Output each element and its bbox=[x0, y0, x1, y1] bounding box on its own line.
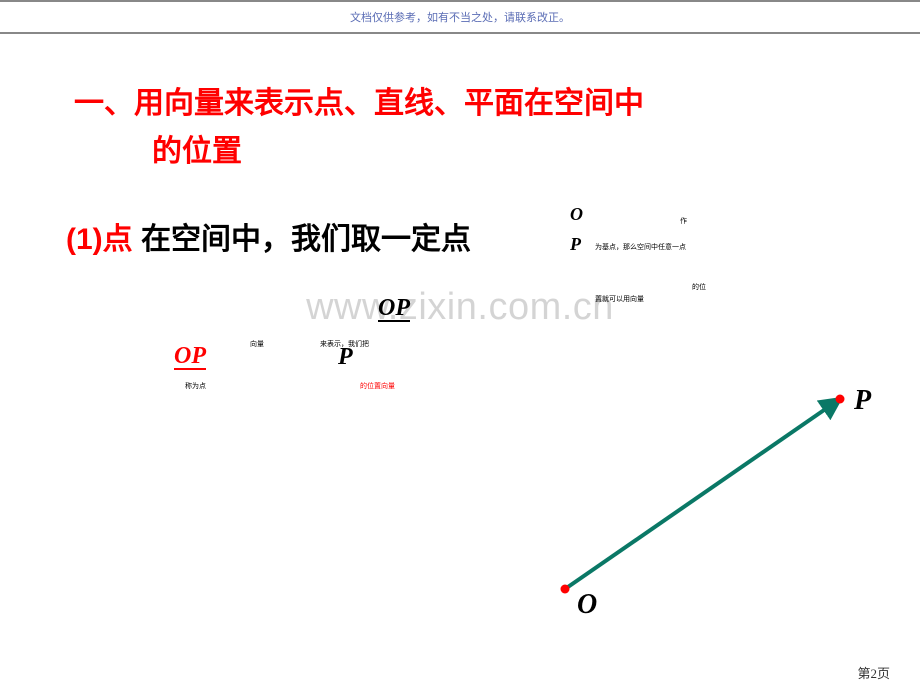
svg-text:P: P bbox=[853, 385, 872, 416]
frag-6: 向量 bbox=[250, 339, 264, 349]
frag-8: 的位置向量 bbox=[360, 381, 395, 391]
vector-diagram: OP bbox=[460, 364, 880, 614]
point-text: 在空间中，我们取一定点 bbox=[133, 223, 471, 256]
point-label: (1)点 bbox=[66, 223, 133, 256]
p-italic: P bbox=[338, 344, 353, 371]
frag-4: 置就可以用向量 bbox=[595, 294, 644, 304]
page-number: 第2页 bbox=[857, 663, 890, 682]
title-line-2: 的位置 bbox=[74, 128, 860, 176]
diagram-svg: OP bbox=[460, 364, 880, 624]
frag-7: 称为点 bbox=[185, 381, 206, 391]
title-line-1: 一、用向量来表示点、直线、平面在空间中 bbox=[74, 80, 860, 128]
sub-p: P bbox=[570, 234, 581, 255]
section-title: 一、用向量来表示点、直线、平面在空间中 的位置 bbox=[74, 80, 860, 176]
watermark: www.zixin.com.cn bbox=[0, 286, 920, 329]
vector-op-black: OP bbox=[378, 296, 410, 322]
sup-o: O bbox=[570, 204, 583, 225]
svg-text:O: O bbox=[577, 589, 597, 620]
point-heading: (1)点 在空间中，我们取一定点 bbox=[66, 214, 471, 258]
frag-3: 的位 bbox=[692, 282, 706, 292]
frag-2: 为基点，那么空间中任意一点 bbox=[595, 242, 686, 252]
vector-op-red: OP bbox=[174, 344, 206, 370]
frag-1: 作 bbox=[680, 216, 687, 226]
header-notice: 文档仅供参考，如有不当之处，请联系改正。 bbox=[350, 9, 570, 25]
header-bar: 文档仅供参考，如有不当之处，请联系改正。 bbox=[0, 0, 920, 34]
